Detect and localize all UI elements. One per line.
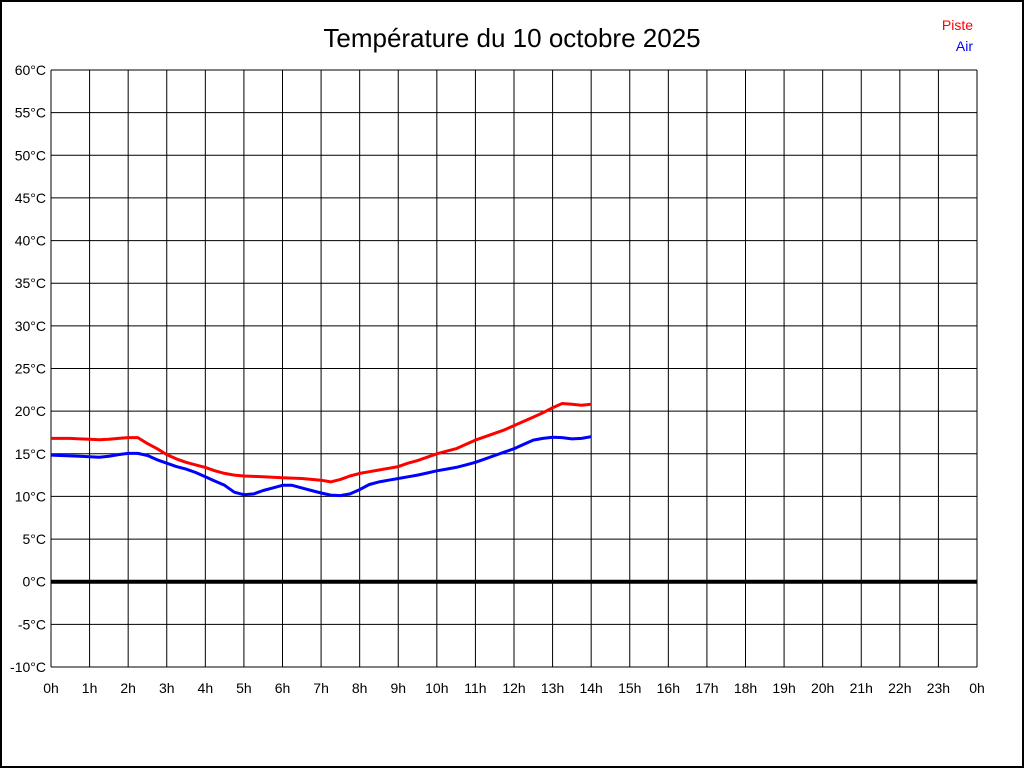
x-tick-label: 13h — [541, 680, 564, 696]
chart-legend: Piste Air — [942, 15, 973, 57]
x-tick-label: 1h — [82, 680, 98, 696]
y-tick-label: 5°C — [23, 531, 47, 547]
y-tick-label: -5°C — [18, 616, 46, 632]
x-tick-label: 21h — [850, 680, 873, 696]
x-tick-label: 15h — [618, 680, 641, 696]
x-tick-label: 9h — [390, 680, 406, 696]
x-tick-label: 0h — [43, 680, 59, 696]
y-tick-label: 35°C — [15, 275, 46, 291]
series-line-piste — [51, 402, 592, 484]
y-tick-label: 55°C — [15, 105, 46, 121]
x-tick-label: 2h — [120, 680, 136, 696]
x-tick-label: 3h — [159, 680, 175, 696]
y-tick-label: 50°C — [15, 147, 46, 163]
chart-title: Température du 10 octobre 2025 — [323, 23, 701, 53]
legend-entry-air: Air — [955, 38, 973, 54]
x-tick-label: 5h — [236, 680, 252, 696]
y-tick-label: 15°C — [15, 446, 46, 462]
x-tick-label: 10h — [425, 680, 448, 696]
x-tick-label: 8h — [352, 680, 368, 696]
x-tick-label: 14h — [579, 680, 602, 696]
y-tick-label: 40°C — [15, 233, 46, 249]
x-tick-label: 20h — [811, 680, 834, 696]
y-tick-label: 60°C — [15, 62, 46, 78]
series-line-air — [50, 435, 592, 498]
y-tick-label: 25°C — [15, 361, 46, 377]
x-tick-label: 18h — [734, 680, 757, 696]
x-tick-label: 12h — [502, 680, 525, 696]
x-tick-label: 23h — [927, 680, 950, 696]
x-tick-label: 4h — [198, 680, 214, 696]
x-tick-label: 11h — [464, 680, 486, 696]
y-tick-label: 45°C — [15, 190, 46, 206]
x-tick-label: 19h — [772, 680, 795, 696]
y-tick-label: 20°C — [15, 403, 46, 419]
x-tick-label: 17h — [695, 680, 718, 696]
x-tick-label: 6h — [275, 680, 291, 696]
y-tick-label: 30°C — [15, 318, 46, 334]
y-tick-label: -10°C — [10, 659, 46, 675]
x-tick-label: 0h — [969, 680, 985, 696]
x-tick-label: 16h — [657, 680, 680, 696]
x-tick-label: 22h — [888, 680, 911, 696]
legend-entry-piste: Piste — [941, 17, 973, 33]
x-tick-label: 7h — [313, 680, 329, 696]
y-tick-label: 0°C — [23, 574, 47, 590]
y-tick-label: 10°C — [15, 488, 46, 504]
